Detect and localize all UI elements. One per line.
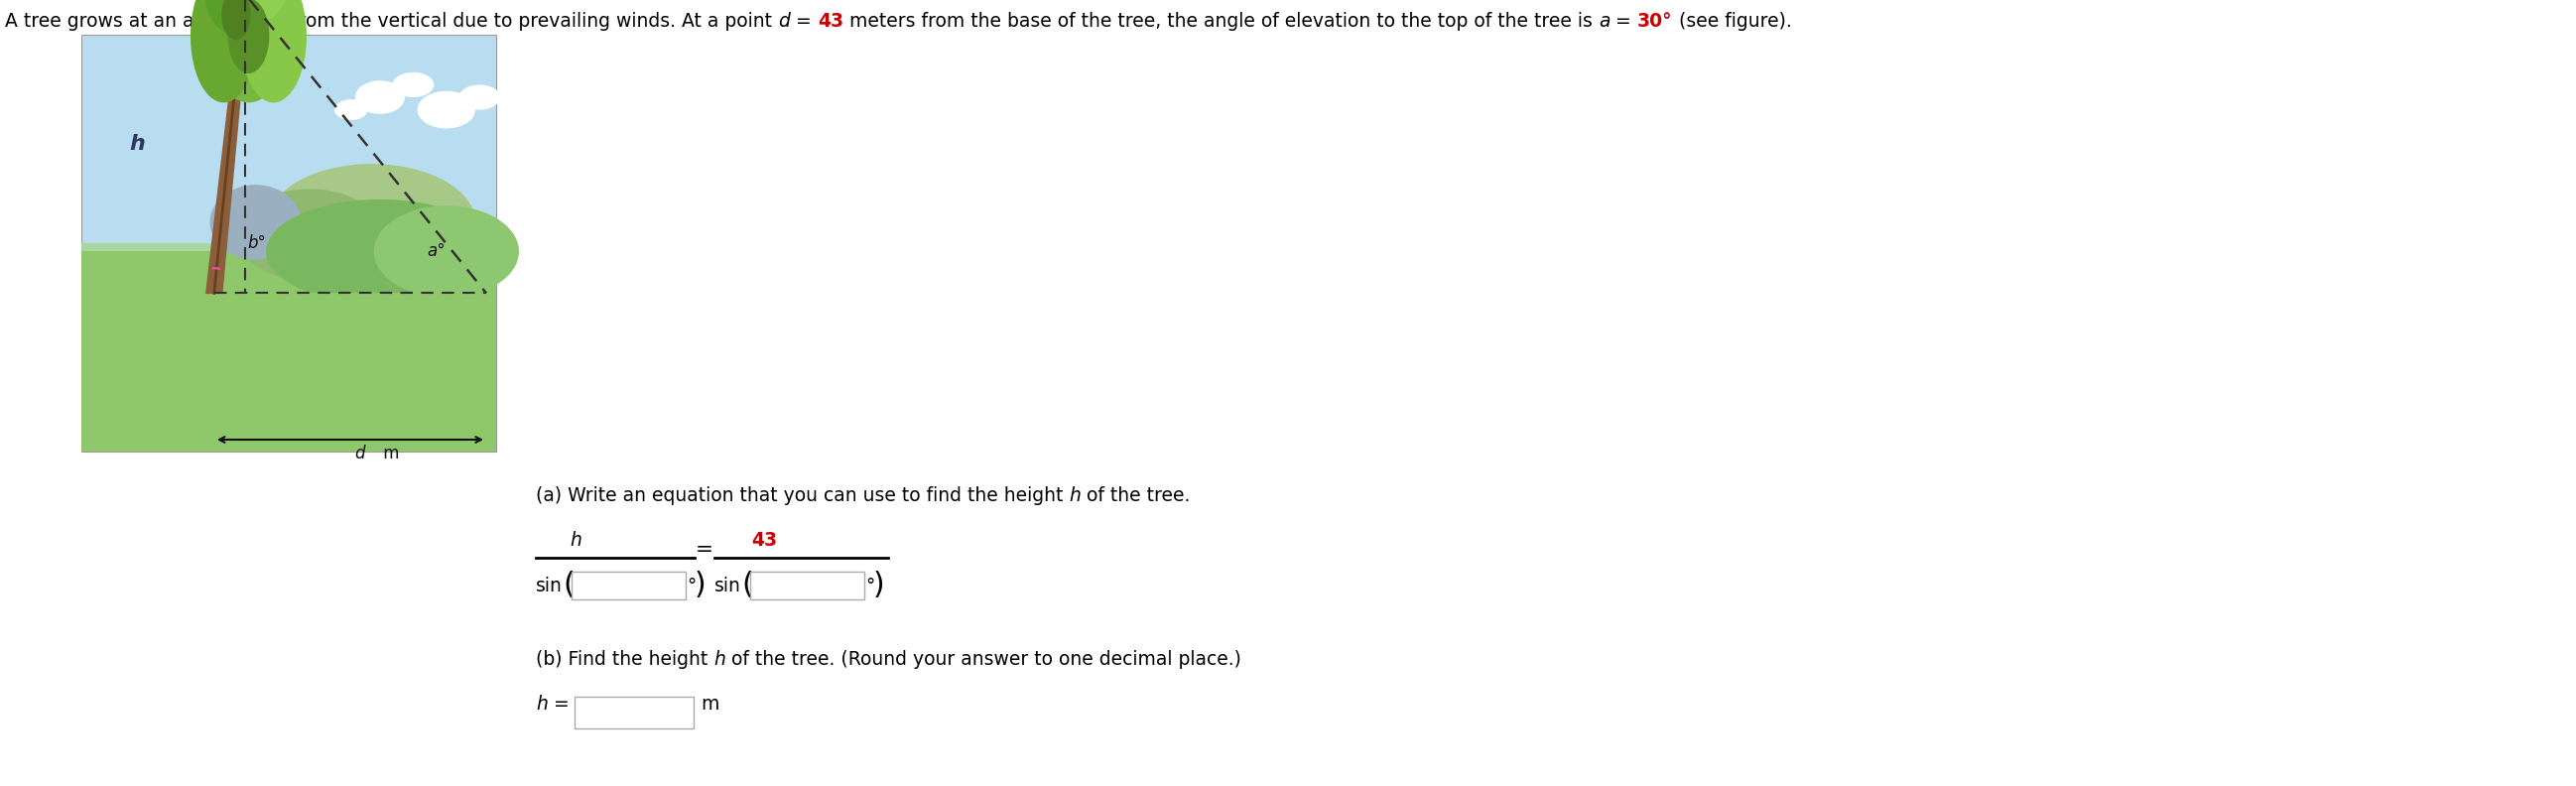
Text: A tree grows at an angle of: A tree grows at an angle of bbox=[5, 12, 263, 31]
Ellipse shape bbox=[459, 85, 500, 110]
Polygon shape bbox=[82, 35, 497, 451]
Polygon shape bbox=[82, 293, 497, 451]
Text: =: = bbox=[791, 12, 817, 31]
Ellipse shape bbox=[392, 72, 433, 97]
Text: (: ( bbox=[742, 571, 752, 600]
Text: sin: sin bbox=[714, 576, 742, 595]
Text: =: = bbox=[549, 695, 569, 714]
Text: ): ) bbox=[696, 571, 706, 600]
Ellipse shape bbox=[222, 0, 250, 40]
Text: h: h bbox=[1069, 487, 1082, 505]
Text: d: d bbox=[778, 12, 791, 31]
Polygon shape bbox=[82, 252, 497, 451]
Ellipse shape bbox=[335, 99, 368, 120]
Text: 5°: 5° bbox=[263, 12, 286, 31]
Text: m: m bbox=[701, 695, 719, 714]
Text: of the tree.: of the tree. bbox=[1082, 487, 1190, 505]
Text: d: d bbox=[355, 445, 366, 462]
Ellipse shape bbox=[211, 185, 301, 260]
Text: h: h bbox=[569, 531, 582, 549]
Text: a°: a° bbox=[428, 242, 446, 260]
Ellipse shape bbox=[227, 0, 270, 73]
Text: (a) Write an equation that you can use to find the height: (a) Write an equation that you can use t… bbox=[536, 487, 1069, 505]
Text: b°: b° bbox=[247, 234, 265, 252]
Text: °: ° bbox=[866, 576, 876, 595]
Ellipse shape bbox=[191, 0, 258, 102]
Bar bbox=[574, 696, 693, 729]
Text: (b) Find the height: (b) Find the height bbox=[536, 650, 714, 669]
Text: =: = bbox=[1610, 12, 1638, 31]
Text: from the vertical due to prevailing winds. At a point: from the vertical due to prevailing wind… bbox=[286, 12, 778, 31]
Text: °: ° bbox=[688, 576, 696, 595]
Ellipse shape bbox=[240, 0, 291, 19]
Ellipse shape bbox=[417, 91, 477, 129]
Text: =: = bbox=[696, 540, 714, 560]
Text: ): ) bbox=[873, 571, 884, 600]
Text: 43: 43 bbox=[817, 12, 842, 31]
Text: sin: sin bbox=[536, 576, 562, 595]
Text: m: m bbox=[379, 445, 399, 462]
Text: (: ( bbox=[562, 571, 574, 600]
Bar bbox=[750, 571, 863, 600]
Bar bbox=[572, 571, 685, 600]
Text: h: h bbox=[536, 695, 549, 714]
Ellipse shape bbox=[374, 206, 518, 297]
Text: meters from the base of the tree, the angle of elevation to the top of the tree : meters from the base of the tree, the an… bbox=[842, 12, 1597, 31]
Ellipse shape bbox=[355, 81, 404, 114]
Ellipse shape bbox=[237, 189, 381, 281]
Ellipse shape bbox=[265, 200, 495, 303]
Ellipse shape bbox=[268, 164, 477, 281]
Text: 43: 43 bbox=[752, 531, 778, 549]
Text: (see figure).: (see figure). bbox=[1672, 12, 1790, 31]
Text: of the tree. (Round your answer to one decimal place.): of the tree. (Round your answer to one d… bbox=[726, 650, 1242, 669]
Polygon shape bbox=[206, 44, 245, 293]
Text: 30°: 30° bbox=[1638, 12, 1672, 31]
Text: a: a bbox=[1597, 12, 1610, 31]
Ellipse shape bbox=[240, 0, 307, 102]
Text: h: h bbox=[129, 134, 144, 153]
Ellipse shape bbox=[204, 0, 294, 102]
Ellipse shape bbox=[204, 0, 260, 34]
Text: h: h bbox=[714, 650, 726, 669]
